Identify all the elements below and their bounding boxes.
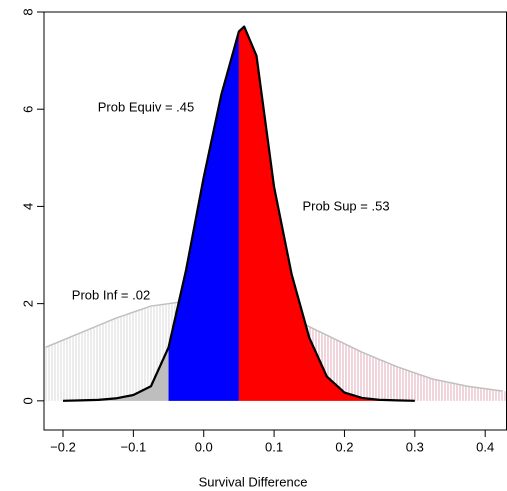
- x-tick-label: 0.1: [265, 439, 283, 454]
- x-tick-label: −0.2: [50, 439, 76, 454]
- annotation: Prob Equiv = .45: [98, 99, 194, 114]
- annotation: Prob Sup = .53: [302, 198, 389, 213]
- x-tick-label: 0.2: [335, 439, 353, 454]
- plot-area: [44, 25, 507, 402]
- y-tick-label: 0: [20, 397, 35, 404]
- x-tick-label: 0.0: [195, 439, 213, 454]
- y-tick-label: 8: [20, 8, 35, 15]
- x-axis-label: Survival Difference: [199, 474, 308, 489]
- density-curve: [62, 25, 415, 402]
- y-tick-label: 4: [20, 203, 35, 210]
- x-tick-label: −0.1: [121, 439, 147, 454]
- y-tick-label: 6: [20, 106, 35, 113]
- x-tick-label: 0.4: [476, 439, 494, 454]
- annotation: Prob Inf = .02: [72, 287, 150, 302]
- y-tick-label: 2: [20, 300, 35, 307]
- probability-region: [62, 347, 169, 401]
- probability-region: [168, 31, 239, 401]
- probability-region: [238, 26, 415, 401]
- x-tick-label: 0.3: [406, 439, 424, 454]
